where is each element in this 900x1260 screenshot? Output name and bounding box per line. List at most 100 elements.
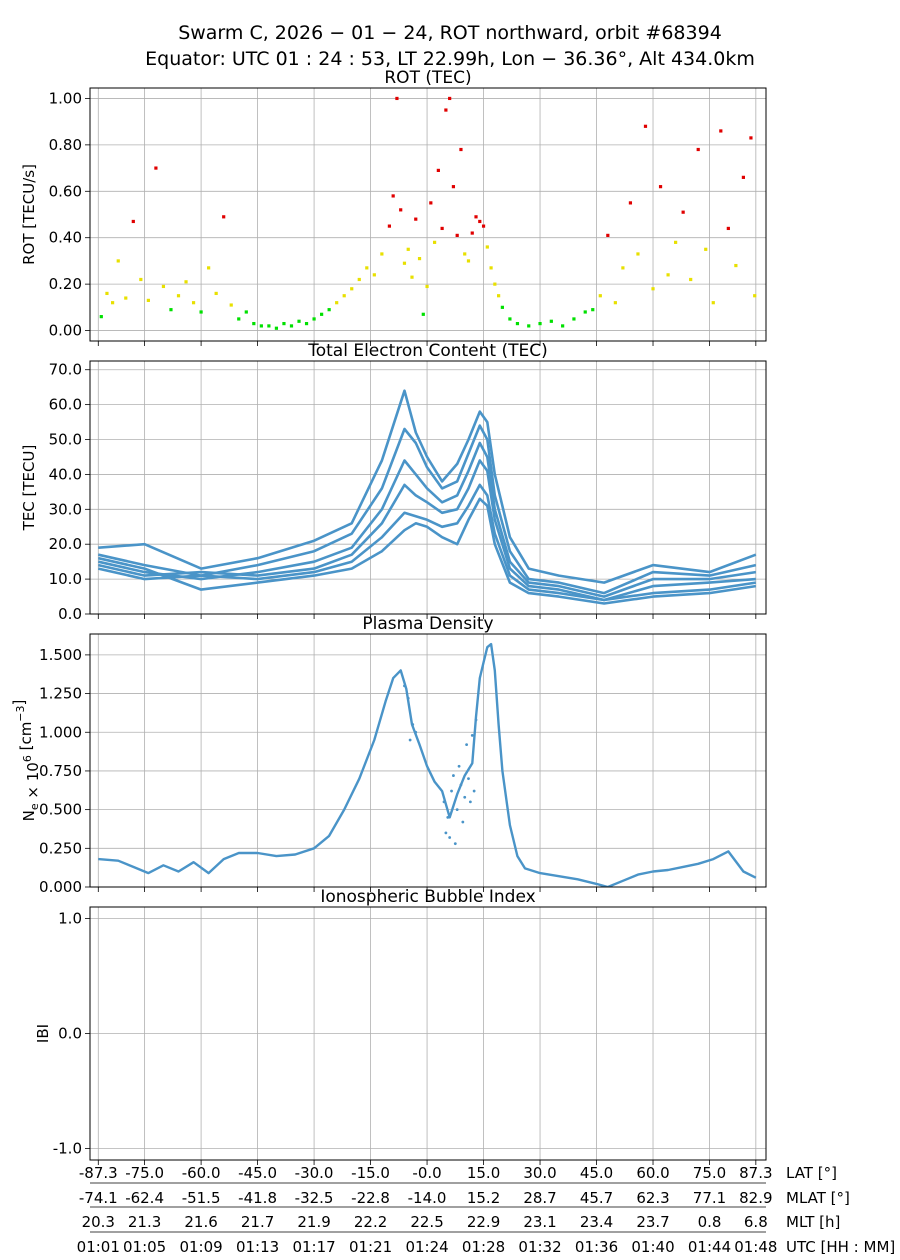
x-tick-label-lat: -15.0 (351, 1164, 390, 1182)
rot-point (244, 310, 248, 314)
rot-point (459, 147, 463, 152)
y-tick-label: 1.0 (58, 910, 82, 928)
rot-point (365, 266, 369, 270)
x-tick-label-lat: 30.0 (523, 1164, 556, 1182)
rot-point (643, 124, 648, 128)
y-tick-label: 1.250 (39, 685, 82, 703)
ne-point (446, 815, 450, 819)
rot-point (481, 224, 486, 228)
x-tick-label-mlat: -32.5 (295, 1189, 334, 1207)
x-tick-label-mlt: 23.1 (523, 1213, 556, 1231)
rot-point (726, 226, 730, 231)
rot-point (184, 280, 188, 284)
x-axis-tables: -87.3 -75.0 -60.0 -45.0 -30.0 -15.0 -0.0 15.0 30… (77, 1164, 896, 1256)
x-tick-label-utc: 01:21 (349, 1238, 392, 1256)
x-tick-label-mlt: 20.3 (82, 1213, 115, 1231)
rot-point (636, 252, 640, 256)
rot-point (414, 217, 418, 221)
rot-point (252, 321, 256, 326)
rot-point (451, 185, 456, 189)
tec-series-arc-2 (98, 424, 757, 595)
y-tick-label: 30.0 (49, 500, 82, 518)
y-tick-label: 0.250 (39, 839, 82, 857)
ne-point (467, 777, 470, 781)
rot-point (466, 259, 471, 263)
rot-point (753, 294, 757, 298)
y-tick-label: 0.60 (49, 182, 82, 200)
rot-point (391, 194, 395, 198)
x-tick-label-utc: 01:24 (405, 1238, 448, 1256)
rot-point (515, 321, 520, 326)
x-tick-label-mlat: 15.2 (467, 1189, 500, 1207)
rot-point (402, 261, 407, 265)
rot-point (161, 284, 166, 289)
rot-point (704, 247, 708, 251)
rot-point (463, 252, 467, 256)
rot-point (628, 201, 633, 205)
x-tick-label-mlat: -62.4 (125, 1189, 164, 1207)
rot-point (448, 96, 452, 101)
rot-point (395, 96, 399, 101)
rot-point (214, 291, 218, 296)
rot-point (327, 308, 331, 312)
rot-point (105, 291, 109, 296)
x-tick-label-mlat: 62.3 (636, 1189, 669, 1207)
rot-point (493, 282, 497, 286)
x-tick-label-mlat: -22.8 (351, 1189, 390, 1207)
x-tick-label-lat: 15.0 (467, 1164, 500, 1182)
ne-point (474, 718, 478, 722)
rot-point (455, 233, 459, 237)
panel-frame (89, 633, 767, 888)
plot-area (98, 642, 757, 887)
panel-frame (89, 906, 767, 1161)
y-tick-label: 1.000 (39, 723, 82, 741)
x-tick-label-utc: 01:05 (123, 1238, 166, 1256)
x-tick-label-mlat: 28.7 (523, 1189, 556, 1207)
ne-point (448, 836, 452, 839)
x-tick-label-mlat: 77.1 (693, 1189, 726, 1207)
x-tick-label-mlt: 22.9 (467, 1213, 500, 1231)
x-tick-label-lat: -87.3 (79, 1164, 118, 1182)
rot-point (110, 301, 115, 305)
panel-frame (89, 87, 767, 342)
x-tick-label-mlat: 45.7 (580, 1189, 613, 1207)
y-axis-label: ROT [TECU/s] (20, 164, 38, 265)
rot-point (399, 208, 403, 212)
rot-point (651, 287, 655, 291)
x-tick-label-utc: 01:40 (631, 1238, 674, 1256)
ne-point (459, 783, 463, 787)
ne-point (414, 730, 418, 734)
y-axis-label: Ne × 106 [cm−3] (10, 700, 42, 822)
ne-point (442, 800, 446, 804)
rot-point (719, 129, 723, 133)
rot-point (508, 317, 512, 321)
ne-point (450, 789, 453, 793)
rot-point (444, 108, 448, 112)
x-tick-label-mlt: 21.6 (184, 1213, 217, 1231)
rot-point (485, 245, 489, 249)
rot-point (229, 303, 233, 307)
panel-title: ROT (TEC) (384, 68, 471, 88)
rot-point (436, 168, 440, 172)
x-tick-label-utc: 01:28 (462, 1238, 505, 1256)
rot-point (154, 166, 158, 170)
x-tick-label-mlt: 21.9 (297, 1213, 330, 1231)
rot-point (267, 324, 271, 328)
rot-point (274, 326, 279, 330)
rot-point (237, 317, 241, 321)
x-tick-label-utc: 01:13 (236, 1238, 279, 1256)
x-tick-label-mlat: -74.1 (79, 1189, 118, 1207)
rot-point (432, 240, 437, 244)
rot-point (304, 321, 309, 326)
rot-point (500, 305, 504, 309)
rot-point (613, 301, 617, 305)
rot-point (199, 310, 203, 314)
tec-series-arc-1 (98, 389, 757, 584)
rot-point (169, 308, 173, 312)
ne-point (457, 764, 461, 768)
x-tick-label-mlt: 21.3 (128, 1213, 161, 1231)
ne-point (463, 795, 467, 799)
rot-point (538, 321, 542, 326)
y-tick-label: 0.40 (49, 229, 82, 247)
ne-point (452, 774, 455, 777)
